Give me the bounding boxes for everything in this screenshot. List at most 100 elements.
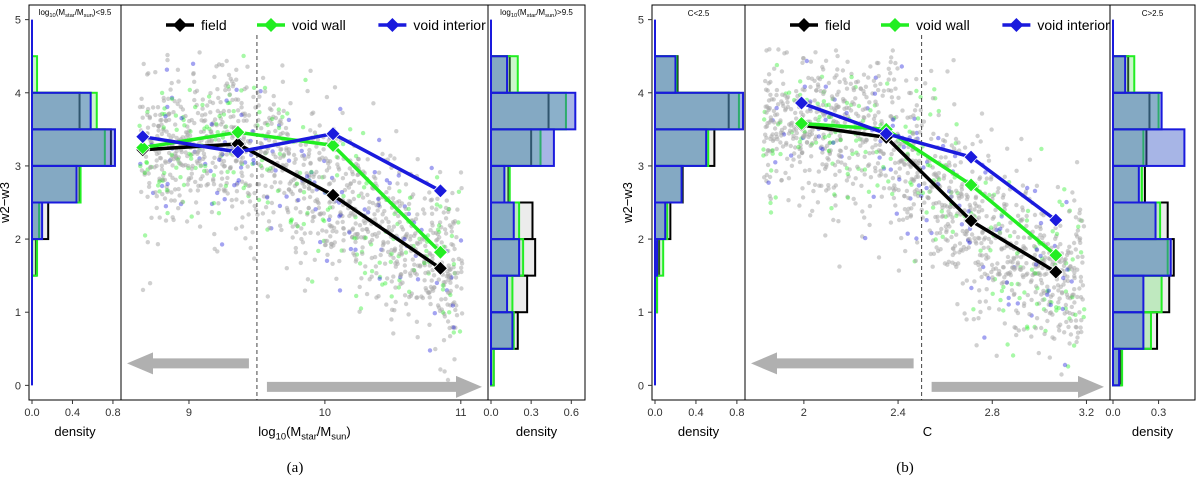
scatter-point xyxy=(1027,312,1032,317)
main-plot-frame xyxy=(120,4,489,401)
scatter-point xyxy=(763,78,768,84)
scatter-point xyxy=(459,265,464,270)
scatter-point xyxy=(154,158,159,163)
scatter-point xyxy=(989,262,995,268)
scatter-point xyxy=(966,209,971,214)
scatter-point xyxy=(268,166,273,171)
scatter-point xyxy=(242,86,247,92)
scatter-point xyxy=(451,330,456,335)
scatter-point xyxy=(948,179,954,184)
scatter-point xyxy=(987,192,992,198)
scatter-point xyxy=(374,271,379,276)
scatter-point xyxy=(929,68,934,74)
scatter-point xyxy=(186,178,191,183)
scatter-point xyxy=(1020,205,1025,210)
scatter-point xyxy=(991,227,996,232)
hist-bar-field xyxy=(31,164,81,204)
scatter-point xyxy=(808,213,813,218)
scatter-point xyxy=(448,280,453,285)
scatter-point xyxy=(402,237,407,242)
scatter-cloud xyxy=(137,50,465,383)
scatter-point xyxy=(381,239,386,245)
scatter-point xyxy=(923,81,928,86)
scatter-point xyxy=(180,135,185,140)
scatter-point xyxy=(173,154,178,160)
scatter-point xyxy=(374,295,379,300)
scatter-point xyxy=(303,250,308,256)
series-line-void-wall xyxy=(801,121,1057,257)
scatter-point xyxy=(273,128,278,134)
scatter-point xyxy=(911,130,916,135)
scatter-point xyxy=(446,263,451,268)
scatter-point xyxy=(391,274,396,279)
scatter-point xyxy=(1014,168,1019,173)
scatter-point xyxy=(832,106,837,111)
scatter-point xyxy=(429,278,434,283)
scatter-point xyxy=(304,174,310,179)
scatter-point xyxy=(822,146,828,151)
scatter-point xyxy=(321,147,326,152)
legend-label: field xyxy=(825,17,851,33)
scatter-point xyxy=(377,276,382,281)
hist-bar-void-interior xyxy=(490,164,506,204)
scatter-point xyxy=(238,165,244,170)
hist-x-tick-label: 0.3 xyxy=(523,407,538,419)
scatter-point xyxy=(347,230,352,235)
scatter-point xyxy=(230,135,235,140)
scatter-point xyxy=(441,338,447,343)
scatter-point xyxy=(375,208,380,213)
scatter-point xyxy=(434,207,439,212)
scatter-point xyxy=(407,294,412,300)
scatter-point xyxy=(875,183,880,188)
scatter-point xyxy=(886,66,891,72)
scatter-point xyxy=(953,262,958,267)
y-tick-label: 2 xyxy=(638,234,644,246)
scatter-point xyxy=(269,168,274,174)
scatter-point xyxy=(292,160,297,165)
scatter-point xyxy=(217,157,222,162)
scatter-point xyxy=(167,111,172,116)
scatter-point xyxy=(826,80,832,86)
scatter-point xyxy=(397,219,402,225)
scatter-point xyxy=(1012,267,1017,272)
scatter-point xyxy=(1021,274,1026,280)
scatter-point xyxy=(984,214,989,219)
scatter-point xyxy=(434,202,440,207)
scatter-point xyxy=(370,232,375,238)
scatter-point xyxy=(902,162,907,167)
scatter-point xyxy=(324,258,330,263)
scatter-point xyxy=(934,231,939,236)
scatter-point xyxy=(231,109,236,114)
scatter-point xyxy=(219,242,225,247)
scatter-point xyxy=(138,161,143,167)
scatter-point xyxy=(402,293,408,298)
series-marker-field xyxy=(325,187,341,203)
scatter-point xyxy=(192,79,197,85)
scatter-point xyxy=(849,74,854,80)
scatter-point xyxy=(422,196,427,201)
scatter-point xyxy=(259,173,265,178)
scatter-point xyxy=(402,257,408,263)
scatter-point xyxy=(180,199,185,205)
scatter-point xyxy=(260,211,266,216)
scatter-point xyxy=(308,160,313,166)
scatter-point xyxy=(1038,226,1043,232)
left-arrow xyxy=(751,352,914,375)
scatter-point xyxy=(187,133,193,138)
scatter-point xyxy=(427,263,432,268)
scatter-point xyxy=(1077,207,1083,212)
scatter-point xyxy=(187,87,192,93)
scatter-point xyxy=(316,205,322,210)
scatter-point xyxy=(774,146,779,152)
scatter-point xyxy=(998,297,1003,303)
scatter-point xyxy=(802,168,808,173)
scatter-point xyxy=(1067,244,1072,249)
scatter-point xyxy=(987,306,992,311)
scatter-point xyxy=(935,248,941,254)
scatter-point xyxy=(156,128,161,133)
scatter-point xyxy=(826,102,831,108)
scatter-point xyxy=(208,110,213,115)
scatter-point xyxy=(1050,259,1055,264)
scatter-point xyxy=(831,140,836,145)
y-tick-label: 5 xyxy=(638,15,644,27)
